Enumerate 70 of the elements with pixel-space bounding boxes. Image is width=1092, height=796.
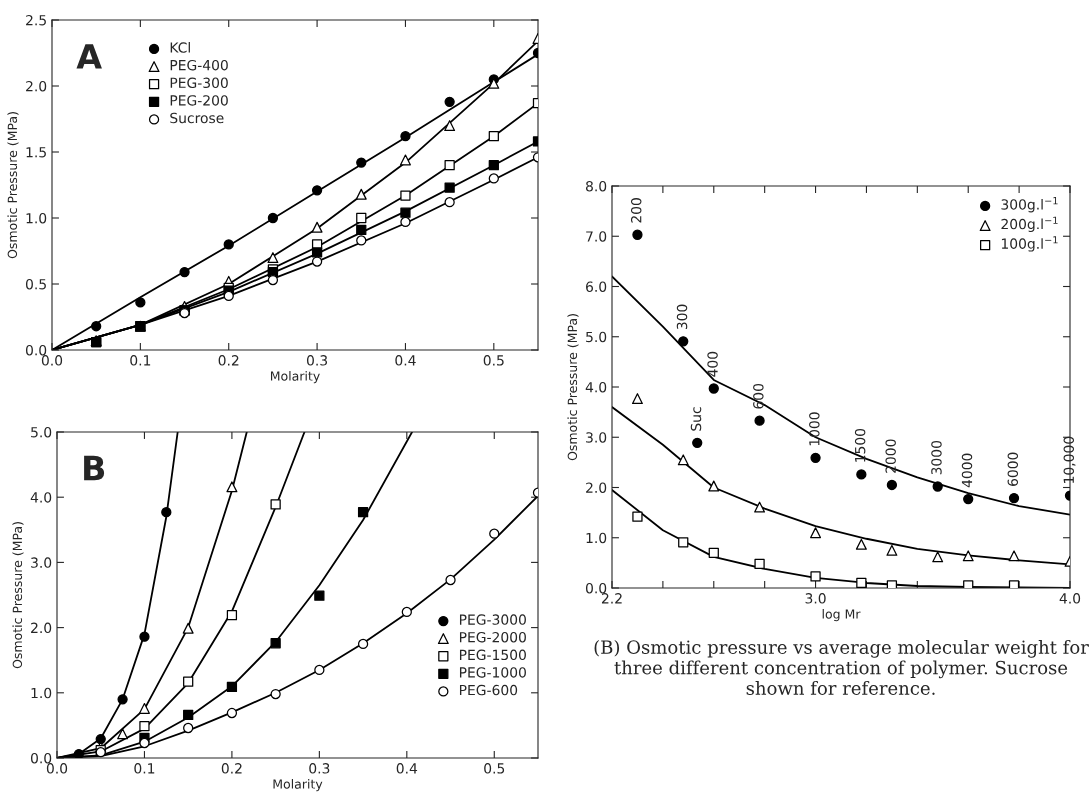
x-tick-label: 3.0 [805, 593, 826, 604]
x-tick-label: 0.2 [221, 763, 242, 774]
y-tick-label: 7.0 [586, 231, 607, 242]
legend-label: PEG-600 [459, 684, 518, 696]
x-tick-label: 0.0 [46, 763, 68, 774]
y-tick-label: 1.0 [26, 212, 47, 224]
x-axis-title: Molarity [270, 371, 320, 384]
x-tick-label: 4.0 [1059, 593, 1081, 604]
y-tick-label: 0.0 [30, 752, 52, 764]
x-tick-label: 2.2 [601, 593, 622, 604]
x-tick-label: 0.2 [218, 355, 239, 366]
y-tick-label: 3.0 [586, 432, 607, 443]
y-tick-label: 0.0 [25, 344, 47, 356]
y-tick-label: 5.0 [31, 426, 52, 438]
legend-label: 100g.l$^{−1}$ [1001, 236, 1058, 252]
y-tick-label: 1.0 [586, 532, 607, 544]
x-axis-title: log Mr [822, 609, 861, 622]
y-tick-label: 4.0 [585, 381, 607, 393]
x-tick-label: 0.1 [134, 763, 155, 774]
text: A [76, 44, 102, 69]
legend-label: PEG-1500 [459, 649, 526, 661]
x-tick-label: 0.1 [130, 355, 151, 366]
annotation: 10,000 [1063, 436, 1076, 483]
y-tick-label: 2.5 [26, 14, 46, 26]
annotation: 4000 [961, 453, 973, 488]
legend-label: KCl [170, 42, 190, 53]
annotation: 1500 [854, 428, 866, 462]
annotation: 300 [676, 304, 688, 330]
x-tick-label: 0.4 [395, 355, 416, 366]
annotation: 400 [707, 351, 718, 377]
legend-label: PEG-1000 [459, 667, 526, 678]
legend-label: 300g.l$^{−1}$ [1001, 197, 1058, 213]
y-axis-title: Osmotic Pressure (MPa) [7, 112, 19, 259]
x-tick-label: 0.3 [306, 355, 328, 366]
y-axis-title: Osmotic Pressure (MPa) [567, 314, 579, 461]
legend-label: 200g.l$^{−1}$ [1001, 216, 1058, 232]
x-tick-label: 0.4 [396, 763, 418, 774]
text: (B) Osmotic pressure vs average molecular weight for three different concentration of polymer. Sucrose shown for reference. [594, 640, 1089, 695]
y-tick-label: 0.0 [585, 582, 607, 594]
x-tick-label: 0.3 [309, 763, 330, 774]
y-tick-label: 5.0 [586, 331, 607, 343]
legend-label: PEG-300 [170, 77, 228, 89]
y-axis-title: Osmotic Pressure (MPa) [12, 522, 24, 669]
x-tick-label: 0.0 [41, 355, 63, 366]
annotation: 2000 [885, 439, 896, 473]
y-tick-label: 8.0 [585, 180, 607, 192]
x-tick-label: 0.5 [483, 355, 504, 366]
x-axis-title: Molarity [273, 779, 323, 792]
y-tick-label: 4.0 [30, 492, 52, 503]
y-tick-label: 0.5 [25, 278, 46, 290]
annotation: 1000 [809, 412, 820, 446]
annotation: 3000 [931, 440, 942, 475]
y-tick-label: 6.0 [586, 281, 607, 292]
annotation: 200 [630, 198, 642, 223]
annotation: 6000 [1007, 452, 1019, 486]
y-tick-label: 3.0 [31, 557, 52, 568]
y-tick-label: 1.5 [26, 147, 46, 158]
x-tick-label: 0.5 [484, 763, 505, 774]
legend-label: Sucrose [170, 112, 224, 124]
text: B [84, 455, 105, 481]
legend-label: PEG-2000 [459, 631, 526, 643]
y-tick-label: 1.0 [31, 687, 52, 699]
y-tick-label: 2.0 [31, 622, 52, 634]
legend-label: PEG-400 [170, 59, 228, 71]
legend-label: PEG-3000 [459, 614, 526, 625]
annotation: 600 [753, 383, 764, 409]
y-tick-label: 2.0 [586, 482, 607, 493]
annotation: Suc [690, 407, 702, 431]
y-tick-label: 2.0 [26, 80, 47, 92]
legend-label: PEG-200 [170, 95, 228, 106]
